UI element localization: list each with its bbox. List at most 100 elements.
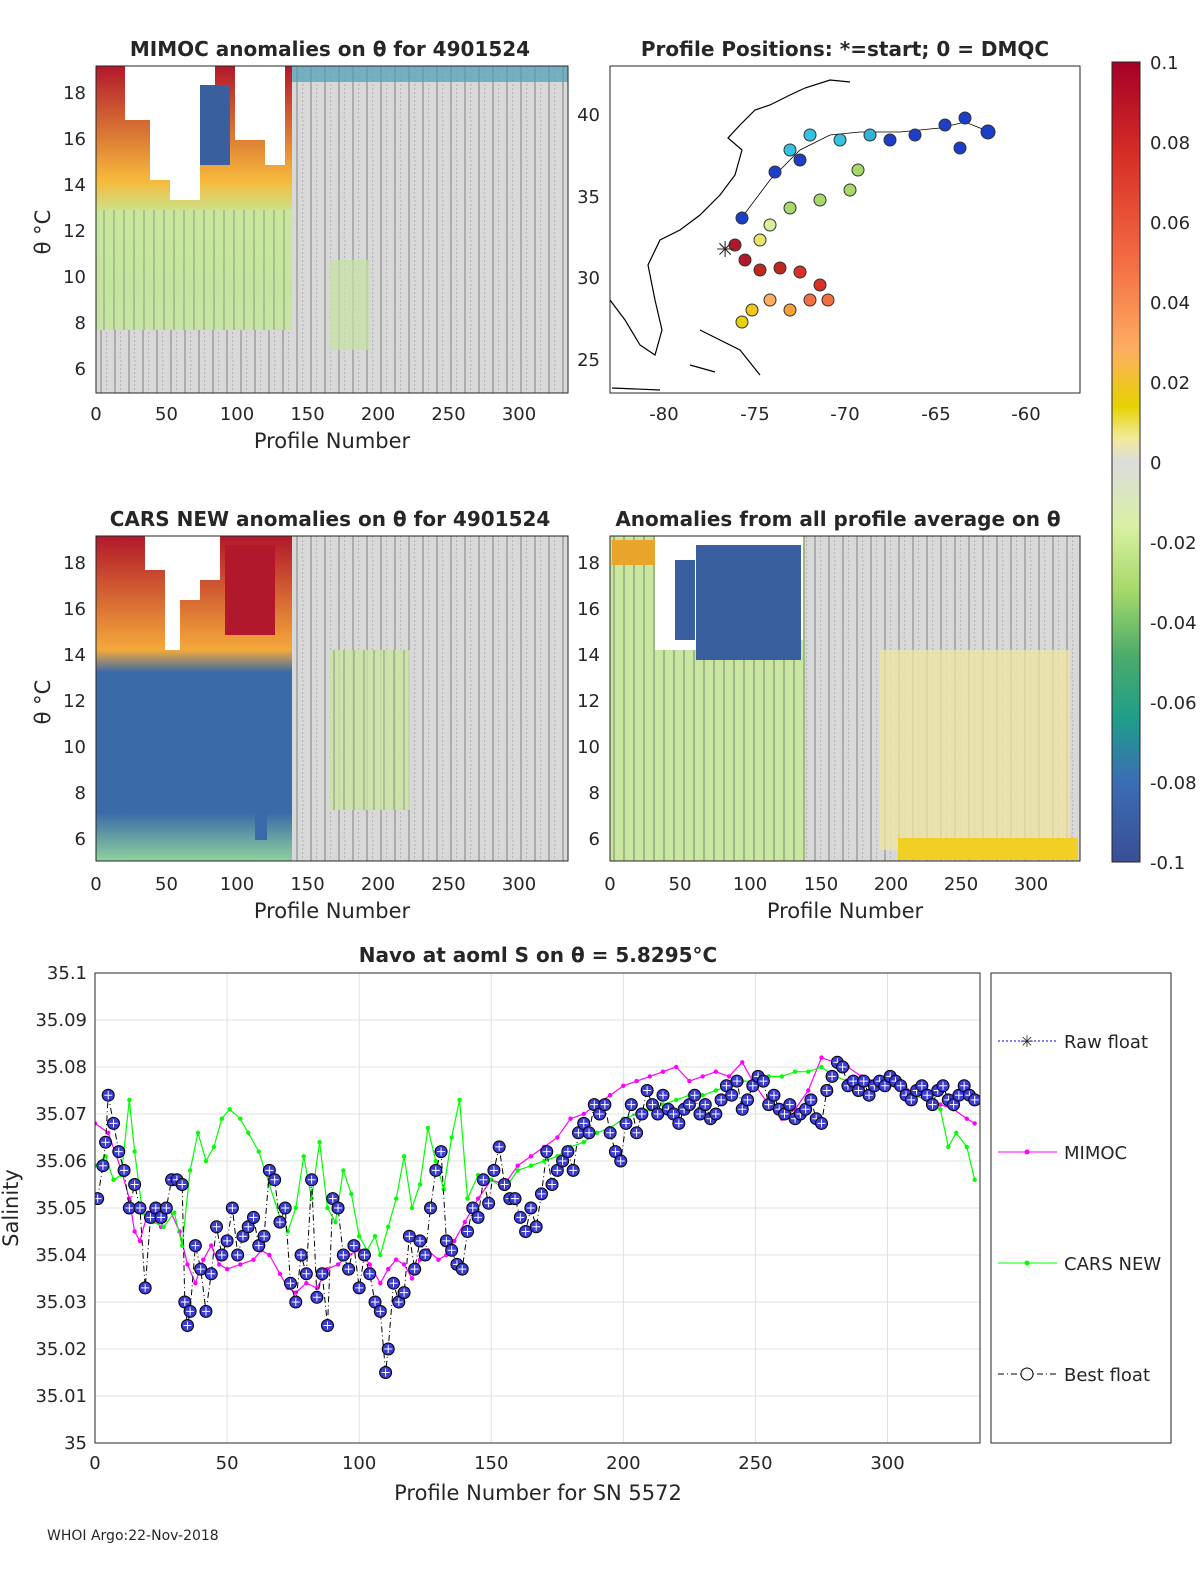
series-point-cars-new xyxy=(161,1224,166,1230)
raw-float-asterisk xyxy=(849,1077,858,1086)
series-point-mimoc xyxy=(819,1055,824,1060)
series-point-cars-new xyxy=(528,1163,534,1168)
raw-float-asterisk xyxy=(669,1110,678,1118)
series-point-mimoc xyxy=(452,1238,457,1244)
raw-float-asterisk xyxy=(437,1147,446,1156)
series-point-mimoc xyxy=(304,1281,309,1286)
raw-float-asterisk xyxy=(658,1091,667,1100)
marker-red xyxy=(793,265,807,279)
marker-yellow xyxy=(753,233,767,247)
series-point-mimoc xyxy=(436,1257,441,1262)
raw-float-asterisk xyxy=(727,1091,736,1100)
positions-xticks: -80 -75 -70 -65 -60 xyxy=(649,404,1040,425)
series-point-mimoc xyxy=(132,1229,137,1234)
allavg-axes-box xyxy=(609,535,1081,862)
series-point-cars-new xyxy=(465,1196,470,1201)
raw-float-asterisk xyxy=(381,1368,390,1377)
marker-red xyxy=(728,238,742,252)
raw-float-asterisk xyxy=(297,1251,306,1259)
series-point-mimoc xyxy=(726,1074,732,1079)
raw-float-asterisk xyxy=(447,1246,456,1255)
raw-float-asterisk xyxy=(458,1265,467,1274)
positions-title: Profile Positions: *=start; 0 = DMQC xyxy=(641,37,1049,61)
series-point-cars-new xyxy=(964,1144,969,1150)
mimoc-ytick: 6 xyxy=(75,359,86,380)
legend-item-mimoc: MIMOC xyxy=(998,1143,1127,1164)
series-point-mimoc xyxy=(806,1088,811,1093)
raw-float-asterisk xyxy=(474,1213,483,1222)
raw-float-asterisk xyxy=(806,1095,815,1104)
mimoc-panel: MIMOC anomalies on θ for 4901524 0 50 10… xyxy=(31,37,569,453)
allavg-ytick: 12 xyxy=(577,691,600,712)
cars-xlabel: Profile Number xyxy=(254,899,411,923)
raw-float-asterisk xyxy=(939,1081,948,1090)
raw-float-asterisk xyxy=(732,1077,741,1086)
series-point-cars-new xyxy=(515,1168,520,1173)
mimoc-ytick: 14 xyxy=(63,175,86,196)
series-point-mimoc xyxy=(964,1116,969,1121)
series-point-mimoc xyxy=(137,1238,143,1244)
raw-float-asterisk xyxy=(114,1147,123,1156)
mimoc-xticks: 0 50 100 150 200 250 300 xyxy=(90,404,536,425)
raw-float-asterisk xyxy=(616,1157,625,1165)
salinity-axes-box xyxy=(94,972,981,1444)
raw-float-asterisk xyxy=(865,1091,874,1100)
cars-ytick: 6 xyxy=(75,829,86,850)
colorbar-tick: 0.04 xyxy=(1150,293,1190,314)
raw-float-asterisk xyxy=(371,1298,380,1306)
allavg-xticks: 0 50 100 150 200 250 300 xyxy=(604,874,1048,895)
raw-float-asterisk xyxy=(360,1251,369,1259)
series-point-cars-new xyxy=(127,1097,132,1103)
mimoc-ytick: 12 xyxy=(63,221,86,242)
cars-xticks: 0 50 100 150 200 250 300 xyxy=(90,874,536,895)
cars-xtick: 50 xyxy=(155,874,178,895)
allavg-ytick: 16 xyxy=(577,599,600,620)
mimoc-xtick: 250 xyxy=(431,404,465,425)
raw-float-asterisk xyxy=(558,1157,567,1165)
raw-float-asterisk xyxy=(260,1232,269,1241)
marker-yellow xyxy=(735,315,749,329)
series-point-mimoc xyxy=(314,1285,320,1291)
raw-float-asterisk xyxy=(695,1110,704,1118)
series-point-mimoc xyxy=(713,1069,719,1074)
series-point-cars-new xyxy=(356,1234,362,1239)
series-point-cars-new xyxy=(489,1177,494,1183)
raw-float-asterisk xyxy=(606,1128,615,1137)
mimoc-ytick: 10 xyxy=(63,267,86,288)
raw-float-asterisk xyxy=(590,1100,599,1109)
raw-float-asterisk xyxy=(764,1100,773,1109)
raw-float-asterisk xyxy=(238,1232,247,1241)
raw-float-asterisk xyxy=(574,1128,583,1137)
trajectory-markers: ✳ xyxy=(716,111,996,329)
salinity-ytick: 35.04 xyxy=(35,1245,87,1266)
series-point-mimoc xyxy=(634,1078,639,1084)
mimoc-heat-green xyxy=(96,210,292,340)
raw-float-asterisk xyxy=(585,1128,594,1137)
positions-xtick: -65 xyxy=(921,404,950,425)
raw-float-asterisk xyxy=(489,1166,498,1175)
series-point-mimoc xyxy=(700,1074,705,1079)
raw-float-asterisk xyxy=(157,1213,166,1222)
salinity-xtick: 100 xyxy=(342,1453,376,1474)
allavg-yellow-bottom xyxy=(898,838,1078,860)
raw-float-asterisk xyxy=(632,1128,641,1137)
series-point-mimoc xyxy=(581,1111,586,1117)
raw-float-asterisk xyxy=(349,1241,358,1250)
raw-float-asterisk xyxy=(717,1095,726,1104)
raw-float-asterisk xyxy=(526,1204,535,1212)
allavg-ytick: 14 xyxy=(577,645,600,666)
raw-float-asterisk xyxy=(339,1251,348,1259)
mimoc-green-patch xyxy=(330,260,370,350)
series-point-cars-new xyxy=(293,1205,298,1211)
legend-label: MIMOC xyxy=(1064,1143,1127,1164)
series-point-cars-new xyxy=(132,1149,137,1154)
raw-float-asterisk xyxy=(563,1147,572,1156)
raw-float-asterisk xyxy=(135,1204,144,1212)
series-point-mimoc xyxy=(673,1064,679,1070)
salinity-xtick: 50 xyxy=(216,1453,239,1474)
cars-ytick: 10 xyxy=(63,737,86,758)
series-point-cars-new xyxy=(372,1234,378,1239)
allavg-yticks: 6 8 10 12 14 16 18 xyxy=(577,553,600,850)
series-point-cars-new xyxy=(211,1144,217,1150)
series-point-mimoc xyxy=(409,1276,415,1281)
